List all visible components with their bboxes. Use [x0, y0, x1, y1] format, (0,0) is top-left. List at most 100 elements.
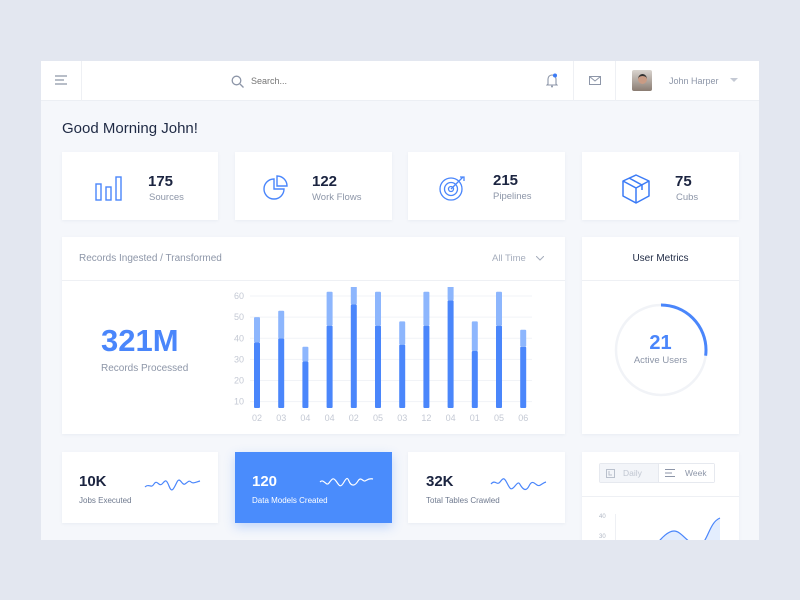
stat-label: Sources [149, 192, 184, 203]
kpi-card-tables[interactable]: 32K Total Tables Crawled [408, 452, 565, 523]
sparkline [490, 478, 547, 491]
stat-card-cubs[interactable]: 75 Cubs [582, 152, 739, 220]
bar-segment [447, 287, 454, 301]
stat-value: 122 [312, 173, 338, 190]
chevron-down-icon[interactable] [730, 78, 738, 83]
bar-segment [278, 310, 285, 339]
stat-label: Cubs [676, 192, 699, 203]
records-title: Records Ingested / Transformed [79, 253, 222, 264]
clock-icon [606, 468, 615, 478]
active-users-value: 21 [649, 332, 672, 354]
user-name[interactable]: John Harper [669, 76, 719, 86]
stat-card-pipelines[interactable]: 215 Pipelines [408, 152, 565, 220]
x-tick-label: 03 [397, 413, 407, 423]
bar-segment [326, 325, 333, 408]
stat-label: Pipelines [493, 191, 532, 202]
x-tick-label: 06 [518, 413, 528, 423]
x-tick-label: 02 [349, 413, 359, 423]
avatar[interactable] [632, 70, 652, 91]
bar-segment [302, 361, 309, 408]
records-card: Records Ingested / Transformed All Time … [62, 237, 565, 434]
x-tick-label: 04 [446, 413, 456, 423]
bar-segment [375, 325, 381, 408]
pie-chart-icon [263, 175, 288, 200]
box-icon [622, 174, 650, 204]
bar-segment [350, 287, 357, 305]
records-label: Records Processed [101, 363, 189, 374]
list-icon [665, 469, 675, 477]
bar-segment [471, 321, 478, 351]
week-toggle[interactable]: Week [658, 464, 714, 482]
stat-value: 175 [148, 173, 174, 190]
kpi-label: Data Models Created [252, 496, 328, 505]
sparkline [144, 479, 201, 491]
dashboard: John Harper Good Morning John! 175 Sourc… [41, 61, 759, 540]
bar-segment [520, 329, 527, 347]
stat-value: 75 [675, 173, 692, 190]
bar-segment [399, 321, 406, 345]
x-tick-label: 01 [470, 413, 480, 423]
bell-icon[interactable] [546, 73, 558, 88]
mail-icon[interactable] [589, 76, 601, 85]
active-users-ring [614, 303, 708, 397]
sparkline [319, 477, 374, 487]
active-users-label: Active Users [633, 355, 688, 366]
user-metrics-card: User Metrics 21 Active Users [582, 237, 739, 434]
bar-segment [278, 338, 285, 408]
stat-label: Work Flows [312, 192, 362, 203]
area-line-chart [659, 517, 721, 540]
y-tick-label: 40 [234, 333, 244, 343]
x-tick-label: 02 [252, 413, 262, 423]
x-tick-label: 04 [300, 413, 310, 423]
menu-icon[interactable] [55, 75, 67, 85]
x-tick-label: 05 [373, 413, 383, 423]
stat-value: 215 [493, 172, 519, 189]
kpi-card-jobs[interactable]: 10K Jobs Executed [62, 452, 218, 523]
y-tick-label: 50 [234, 312, 244, 322]
period-chart-card: Daily Week 40 30 [582, 452, 739, 540]
kpi-label: Total Tables Crawled [426, 496, 500, 505]
bar-segment [496, 325, 502, 408]
top-bar: John Harper [41, 61, 759, 101]
bar-segment [447, 300, 454, 408]
stat-card-sources[interactable]: 175 Sources [62, 152, 218, 220]
y-tick-label: 30 [234, 354, 244, 364]
time-filter-value: All Time [492, 253, 526, 264]
bar-segment [254, 317, 260, 343]
bar-segment [302, 346, 309, 362]
user-metrics-title: User Metrics [632, 253, 689, 264]
bar-segment [375, 291, 381, 326]
bar-segment [423, 325, 430, 408]
kpi-value: 120 [252, 473, 278, 490]
y-tick: 30 [599, 534, 606, 540]
page-title: Good Morning John! [62, 120, 198, 137]
stat-card-workflows[interactable]: 122 Work Flows [235, 152, 392, 220]
kpi-label: Jobs Executed [79, 496, 132, 505]
records-bar-chart: 10 20 30 40 50 60 02 03 04 04 02 05 03 12 04 01 05 06 [234, 287, 532, 423]
search-icon[interactable] [231, 75, 244, 88]
chevron-down-icon [536, 255, 545, 261]
bar-chart-icon [95, 176, 122, 201]
week-label: Week [685, 468, 707, 478]
bar-segment [423, 291, 430, 326]
x-tick-label: 05 [494, 413, 504, 423]
bar-segment [326, 291, 333, 326]
kpi-value: 10K [79, 473, 107, 490]
records-value: 321M [101, 323, 179, 358]
bar-segment [254, 342, 260, 408]
y-tick-label: 20 [234, 376, 244, 386]
kpi-card-data-models[interactable]: 120 Data Models Created [235, 452, 392, 523]
daily-label: Daily [623, 468, 642, 478]
y-tick: 40 [599, 514, 606, 520]
daily-toggle[interactable]: Daily [600, 464, 658, 482]
time-filter-dropdown[interactable]: All Time [492, 253, 545, 264]
y-tick-label: 60 [234, 291, 244, 301]
period-toggle: Daily Week [599, 463, 715, 483]
x-tick-label: 12 [421, 413, 431, 423]
bar-segment [399, 344, 406, 408]
kpi-value: 32K [426, 473, 454, 490]
notification-dot [553, 73, 557, 78]
x-tick-label: 03 [276, 413, 286, 423]
search-input[interactable] [251, 73, 451, 89]
bar-segment [520, 346, 527, 408]
